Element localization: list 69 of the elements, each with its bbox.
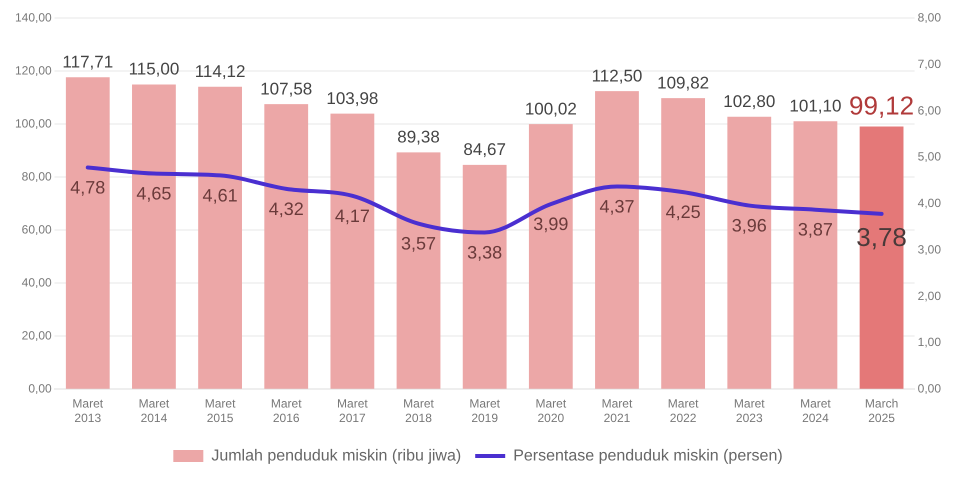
data-label: 89,38	[397, 128, 440, 147]
x-tick-label: Maret 2020	[535, 396, 567, 426]
y2-tick-label: 2,00	[918, 288, 942, 303]
x-tick-label: Maret 2018	[403, 396, 435, 426]
x-tick-label: Maret 2013	[72, 396, 104, 426]
data-label: 100,02	[524, 99, 577, 118]
data-label: 4,37	[599, 196, 634, 217]
data-label: 107,58	[260, 79, 312, 98]
y2-tick-label: 0,00	[918, 382, 942, 396]
legend-label: Persentase penduduk miskin (persen)	[513, 447, 783, 464]
bar	[132, 84, 176, 389]
data-label: 109,82	[657, 73, 710, 92]
bar	[330, 114, 374, 389]
x-tick-label: Maret 2024	[800, 396, 832, 426]
x-tick-label: March 2025	[864, 396, 898, 426]
x-tick-label: Maret 2016	[270, 396, 302, 426]
y2-tick-label: 5,00	[918, 150, 942, 164]
bar	[727, 116, 772, 389]
x-tick-label: Maret 2014	[138, 396, 170, 426]
data-label: 3,38	[467, 242, 502, 262]
bar	[396, 152, 440, 389]
bar	[661, 98, 706, 389]
y2-tick-label: 6,00	[918, 103, 942, 118]
y-tick-label: 100,00	[15, 116, 52, 131]
data-label: 3,99	[533, 214, 568, 234]
y-tick-label: 40,00	[22, 276, 52, 290]
data-label: 4,78	[70, 177, 106, 198]
bar	[595, 91, 639, 389]
bar	[528, 124, 573, 389]
x-tick-label: Maret 2015	[204, 396, 236, 426]
bar	[794, 121, 838, 389]
bar	[198, 86, 242, 389]
data-label: 4,61	[202, 185, 238, 206]
data-label: 115,00	[128, 60, 180, 79]
data-label: 3,96	[732, 216, 767, 236]
y2-tick-label: 1,00	[918, 335, 942, 350]
data-label: 84,67	[463, 140, 506, 160]
data-label: 103,98	[326, 88, 378, 108]
x-tick-label: Maret 2021	[602, 396, 633, 426]
y-tick-label: 60,00	[22, 222, 52, 237]
y2-tick-label: 7,00	[918, 56, 942, 71]
x-tick-label: Maret 2022	[668, 396, 700, 426]
y2-tick-label: 3,00	[918, 242, 942, 256]
data-label: 99,12	[849, 90, 914, 121]
y-tick-label: 120,00	[15, 64, 52, 78]
y-tick-label: 80,00	[22, 170, 52, 184]
x-tick-label: Maret 2023	[734, 396, 766, 426]
bar	[264, 104, 308, 389]
y-tick-label: 20,00	[22, 328, 52, 343]
data-label: 4,17	[334, 206, 370, 226]
data-label: 4,65	[136, 184, 172, 204]
legend-label: Jumlah penduduk miskin (ribu jiwa)	[211, 447, 462, 464]
data-label: 112,50	[592, 66, 642, 86]
data-label: 4,25	[666, 202, 701, 222]
data-label: 101,10	[789, 96, 842, 116]
y2-tick-label: 4,00	[918, 196, 942, 210]
data-label: 117,71	[62, 52, 114, 72]
bar	[66, 77, 110, 389]
y2-tick-label: 8,00	[918, 10, 942, 25]
y-tick-label: 0,00	[28, 382, 52, 396]
data-label: 4,32	[268, 198, 304, 219]
x-tick-label: Maret 2017	[337, 396, 368, 426]
x-tick-label: Maret 2019	[469, 396, 501, 426]
data-label: 102,80	[723, 92, 776, 111]
data-label: 114,12	[194, 62, 246, 81]
bar	[462, 164, 507, 389]
data-label: 3,57	[401, 234, 436, 254]
y-tick-label: 140,00	[15, 10, 52, 25]
data-label: 3,87	[798, 220, 833, 240]
